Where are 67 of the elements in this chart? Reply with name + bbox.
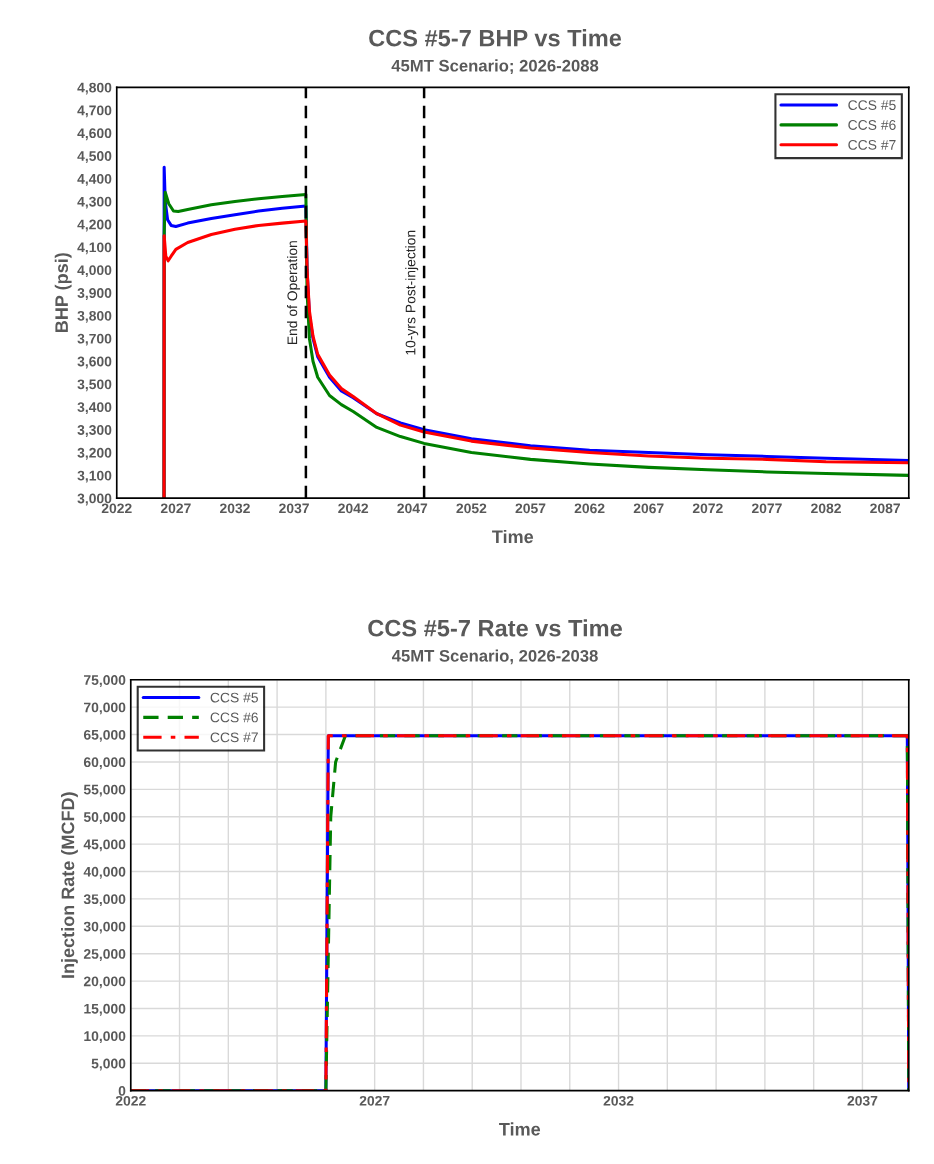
y-tick-label: 4,500 [77, 151, 112, 163]
x-tick-label: 2042 [338, 503, 369, 514]
chart-subtitle: 45MT Scenario, 2026-2038 [391, 649, 598, 665]
y-tick-label: 3,800 [77, 310, 112, 323]
x-tick-label: 2037 [847, 1095, 878, 1106]
x-tick-label: 2087 [870, 503, 900, 514]
y-tick-label: 4,600 [77, 128, 112, 141]
x-tick-label: 2032 [220, 503, 250, 514]
x-tick-label: 2027 [160, 503, 191, 514]
x-tick-label: 2047 [397, 503, 428, 514]
y-tick-label: 3,700 [77, 333, 112, 346]
chart-subtitle: 45MT Scenario; 2026-2088 [391, 59, 599, 75]
x-tick-label: 2062 [574, 503, 605, 514]
y-tick-label: 3,400 [77, 402, 112, 415]
y-tick-label: 45,000 [83, 839, 126, 852]
y-tick-label: 4,200 [77, 219, 112, 232]
y-tick-label: 10,000 [84, 1031, 126, 1044]
y-tick-label: 25,000 [83, 949, 126, 961]
y-tick-label: 50,000 [83, 812, 126, 824]
x-tick-label: 2077 [751, 503, 782, 514]
y-tick-label: 4,700 [77, 105, 112, 118]
legend-label: CCS #5 [210, 692, 258, 703]
legend-label: CCS #6 [210, 712, 258, 723]
y-tick-label: 55,000 [83, 784, 126, 797]
x-tick-label: 2072 [692, 503, 723, 514]
chart-title: CCS #5-7 BHP vs Time [369, 29, 622, 47]
y-tick-label: 3,200 [77, 447, 112, 460]
y-tick-label: 60,000 [83, 757, 126, 770]
x-tick-label: 2037 [279, 503, 309, 514]
legend-label: CCS #5 [848, 100, 896, 110]
y-tick-label: 15,000 [84, 1003, 126, 1016]
y-tick-label: 65,000 [83, 729, 126, 742]
legend-label: CCS #7 [210, 732, 258, 743]
y-tick-label: 5,000 [91, 1058, 126, 1071]
y-axis-title: BHP (psi) [54, 253, 72, 332]
y-tick-label: 40,000 [83, 866, 126, 879]
y-axis-title: Injection Rate (MCFD) [61, 792, 78, 978]
y-tick-label: 35,000 [83, 894, 126, 907]
y-tick-label: 4,800 [77, 82, 112, 95]
legend-label: CCS #7 [848, 139, 896, 150]
ref-line-label: End of Operation [287, 241, 300, 345]
y-tick-label: 0 [118, 1086, 126, 1096]
x-tick-label: 2032 [603, 1095, 634, 1106]
y-tick-label: 70,000 [84, 702, 126, 715]
chart-title: CCS #5-7 Rate vs Time [368, 619, 622, 637]
x-tick-label: 2052 [456, 503, 487, 514]
legend-label: CCS #6 [848, 120, 896, 130]
y-tick-label: 4,000 [77, 265, 112, 278]
y-tick-label: 4,100 [77, 242, 112, 255]
x-tick-label: 2057 [515, 503, 546, 514]
y-tick-label: 3,300 [77, 425, 112, 437]
x-axis-title: Time [492, 529, 534, 544]
y-tick-label: 4,400 [77, 173, 112, 186]
x-tick-label: 2022 [115, 1095, 146, 1106]
x-axis-title: Time [499, 1122, 541, 1136]
x-tick-label: 2082 [811, 503, 841, 514]
y-tick-label: 20,000 [83, 976, 126, 989]
y-tick-label: 3,100 [77, 470, 112, 483]
ref-line-label: 10-yrs Post-injection [405, 230, 419, 355]
y-tick-label: 75,000 [84, 675, 126, 687]
y-tick-label: 3,500 [77, 379, 112, 392]
x-tick-label: 2067 [633, 503, 664, 514]
y-tick-label: 30,000 [83, 921, 126, 934]
y-tick-label: 3,900 [77, 288, 112, 300]
y-tick-label: 4,300 [77, 196, 112, 209]
y-tick-label: 3,600 [77, 356, 112, 369]
x-tick-label: 2027 [359, 1095, 390, 1106]
